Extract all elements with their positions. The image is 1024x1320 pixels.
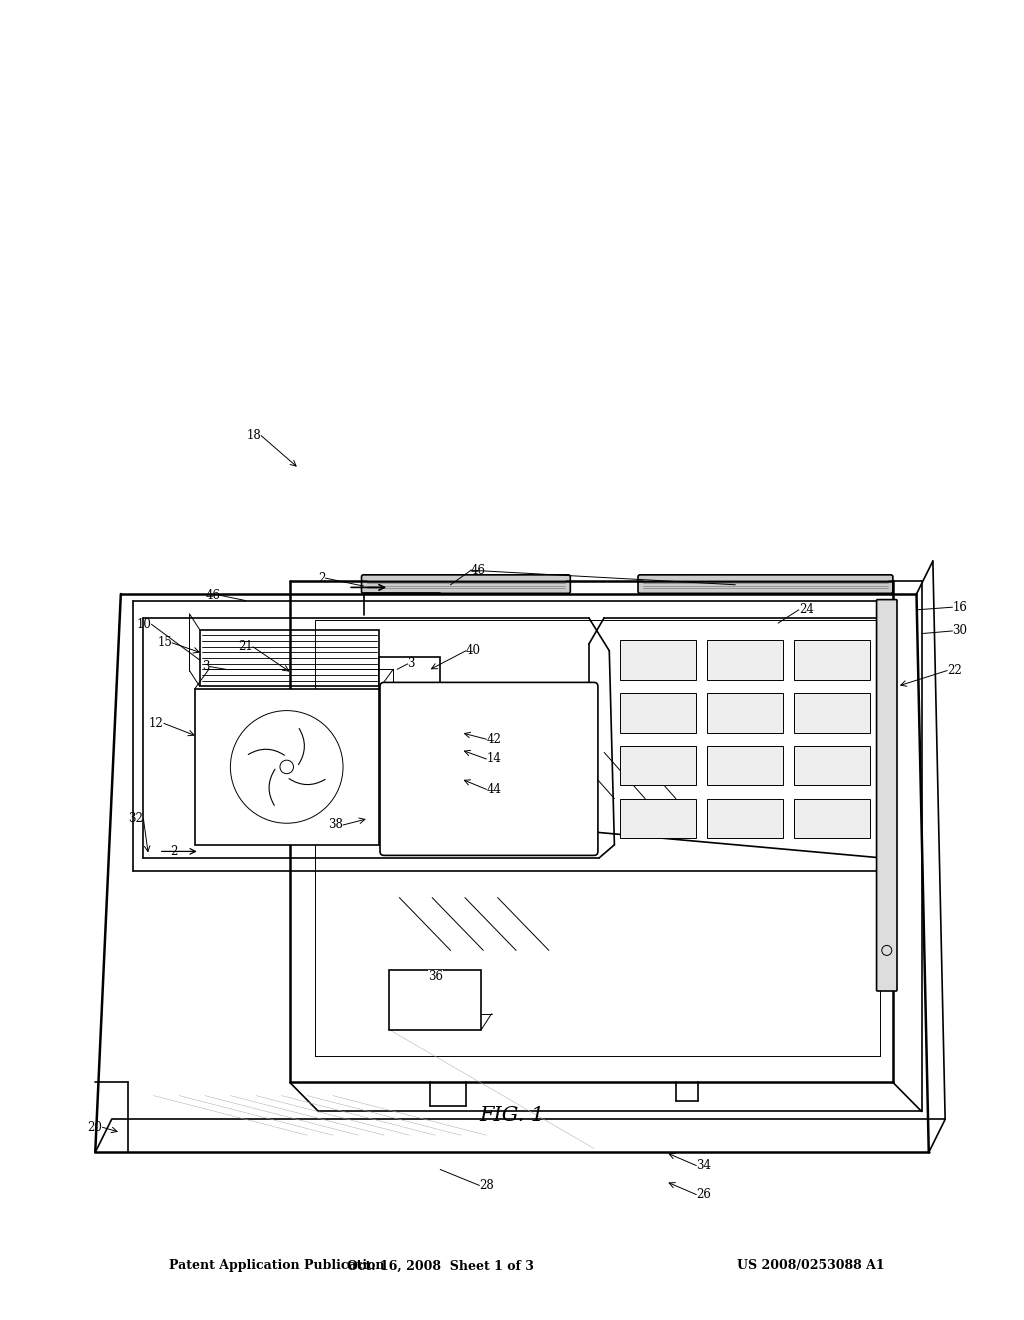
Text: 20: 20: [87, 1121, 102, 1134]
Text: 2: 2: [318, 572, 326, 585]
Bar: [620, 799, 696, 838]
Bar: [707, 746, 783, 785]
Text: 21: 21: [239, 640, 253, 653]
Text: 46: 46: [205, 589, 220, 602]
Bar: [794, 693, 870, 733]
Text: 36: 36: [428, 970, 442, 983]
Bar: [707, 640, 783, 680]
Text: 42: 42: [486, 733, 502, 746]
FancyBboxPatch shape: [361, 574, 570, 594]
Text: 32: 32: [128, 812, 143, 825]
Text: 26: 26: [696, 1188, 712, 1201]
Text: 3: 3: [203, 660, 210, 673]
Text: 15: 15: [157, 636, 172, 649]
Bar: [707, 693, 783, 733]
Bar: [794, 640, 870, 680]
Bar: [200, 630, 379, 686]
Bar: [620, 640, 696, 680]
Text: 34: 34: [696, 1159, 712, 1172]
Text: 46: 46: [471, 564, 486, 577]
Text: 12: 12: [150, 717, 164, 730]
Text: 14: 14: [486, 752, 502, 766]
Bar: [794, 746, 870, 785]
Bar: [195, 689, 379, 845]
Text: 38: 38: [328, 818, 343, 832]
FancyBboxPatch shape: [877, 599, 897, 991]
Text: US 2008/0253088 A1: US 2008/0253088 A1: [737, 1259, 885, 1272]
Text: 16: 16: [952, 601, 968, 614]
Text: 30: 30: [952, 624, 968, 638]
Bar: [794, 799, 870, 838]
Text: 44: 44: [486, 783, 502, 796]
Text: Oct. 16, 2008  Sheet 1 of 3: Oct. 16, 2008 Sheet 1 of 3: [347, 1259, 534, 1272]
Bar: [707, 799, 783, 838]
Text: 24: 24: [799, 603, 814, 616]
Text: 28: 28: [479, 1179, 494, 1192]
Text: 18: 18: [247, 429, 261, 442]
Text: Patent Application Publication: Patent Application Publication: [169, 1259, 384, 1272]
Text: 2: 2: [170, 845, 177, 858]
FancyBboxPatch shape: [389, 970, 481, 1030]
Text: 3: 3: [408, 657, 415, 671]
Circle shape: [280, 760, 294, 774]
FancyBboxPatch shape: [380, 682, 598, 855]
Text: FIG. 1: FIG. 1: [479, 1106, 545, 1125]
Bar: [620, 746, 696, 785]
Text: 22: 22: [947, 664, 962, 677]
Bar: [620, 693, 696, 733]
Bar: [379, 657, 440, 690]
FancyBboxPatch shape: [638, 574, 893, 594]
Text: 40: 40: [466, 644, 481, 657]
Text: 10: 10: [136, 618, 152, 631]
